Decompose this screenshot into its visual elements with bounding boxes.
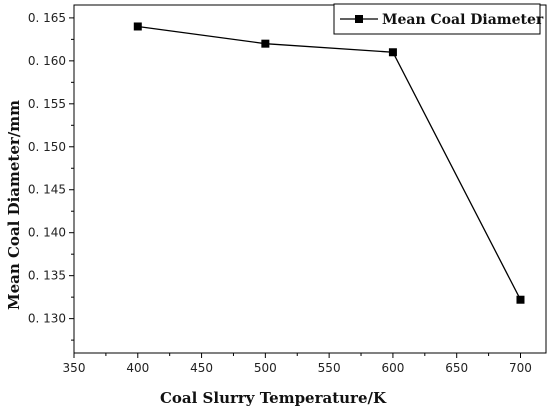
x-tick-label: 550: [318, 361, 341, 375]
data-point: [261, 39, 270, 48]
y-tick-label: 0. 130: [28, 312, 66, 326]
y-tick-label: 0. 150: [28, 140, 66, 154]
data-point: [133, 22, 142, 31]
legend: Mean Coal Diameter: [333, 3, 544, 35]
x-tick-label: 500: [254, 361, 277, 375]
series-line: [137, 25, 522, 301]
x-tick-label: 350: [63, 361, 86, 375]
x-tick-label: 400: [126, 361, 149, 375]
x-tick-label: 650: [445, 361, 468, 375]
x-tick-label: 600: [381, 361, 404, 375]
y-tick-label: 0. 135: [28, 269, 66, 283]
y-tick-label: 0. 145: [28, 183, 66, 197]
series-layer: [133, 22, 525, 304]
y-axis-title: Mean Coal Diameter/mm: [5, 100, 23, 310]
legend-label: Mean Coal Diameter: [382, 12, 544, 28]
x-tick-label: 450: [190, 361, 213, 375]
legend-marker: [355, 15, 363, 23]
y-tick-label: 0. 160: [28, 54, 66, 68]
plot-frame: [73, 4, 547, 354]
x-axis-ticks: 350 400 450 500 550 600 650 700: [63, 353, 532, 375]
x-tick-label: 700: [509, 361, 532, 375]
data-point: [388, 48, 397, 57]
data-point: [516, 295, 525, 304]
y-tick-label: 0. 155: [28, 97, 66, 111]
y-tick-label: 0. 140: [28, 226, 66, 240]
y-tick-label: 0. 165: [28, 11, 66, 25]
plot-area-border: [73, 4, 547, 354]
x-axis-title: Coal Slurry Temperature/K: [160, 389, 387, 407]
y-axis-ticks: 0. 130 0. 135 0. 140 0. 145 0. 150 0. 155 0. 1…: [28, 11, 74, 341]
